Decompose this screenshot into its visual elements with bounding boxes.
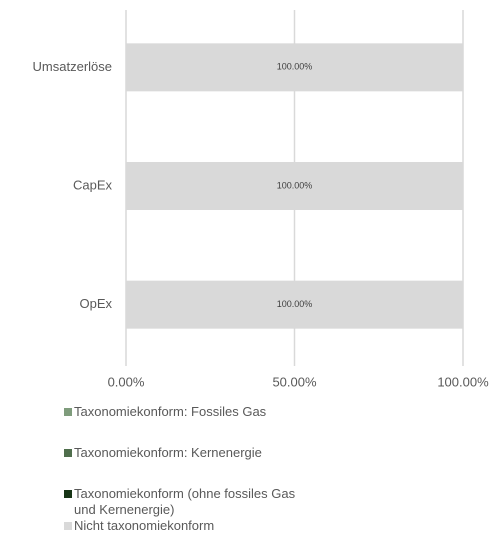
bar-segment [126,43,463,92]
data-label: 100.00% [277,180,313,190]
legend-swatch [64,490,72,498]
legend-item: Taxonomiekonform: Fossiles Gas [64,404,324,420]
legend-label: Taxonomiekonform (ohne fossiles Gas und … [74,486,296,517]
legend-label: Taxonomiekonform: Fossiles Gas [74,404,267,419]
legend-swatch [64,449,72,457]
legend-label: Nicht taxonomiekonform [74,518,215,533]
y-tick-label: Umsatzerlöse [33,59,112,74]
legend-item: Nicht taxonomiekonform [64,518,324,534]
legend-swatch [64,522,72,530]
chart: 0.00% 50.00% 100.00% Umsatzerlöse 100.00% Cap… [33,10,489,389]
legend-label: Taxonomiekonform: Kernenergie [74,445,262,460]
bar-segment [126,162,463,210]
bar-segment [126,280,463,329]
x-tick-label: 100.00% [437,374,489,389]
data-label: 100.00% [277,299,313,309]
data-label: 100.00% [277,62,313,72]
legend-swatch [64,408,72,416]
x-tick-label: 0.00% [108,374,145,389]
x-tick-label: 50.00% [272,374,317,389]
y-tick-label: CapEx [73,177,113,192]
y-tick-label: OpEx [79,296,112,311]
legend-item: Taxonomiekonform (ohne fossiles Gas und … [64,486,304,518]
legend-item: Taxonomiekonform: Kernenergie [64,445,324,461]
